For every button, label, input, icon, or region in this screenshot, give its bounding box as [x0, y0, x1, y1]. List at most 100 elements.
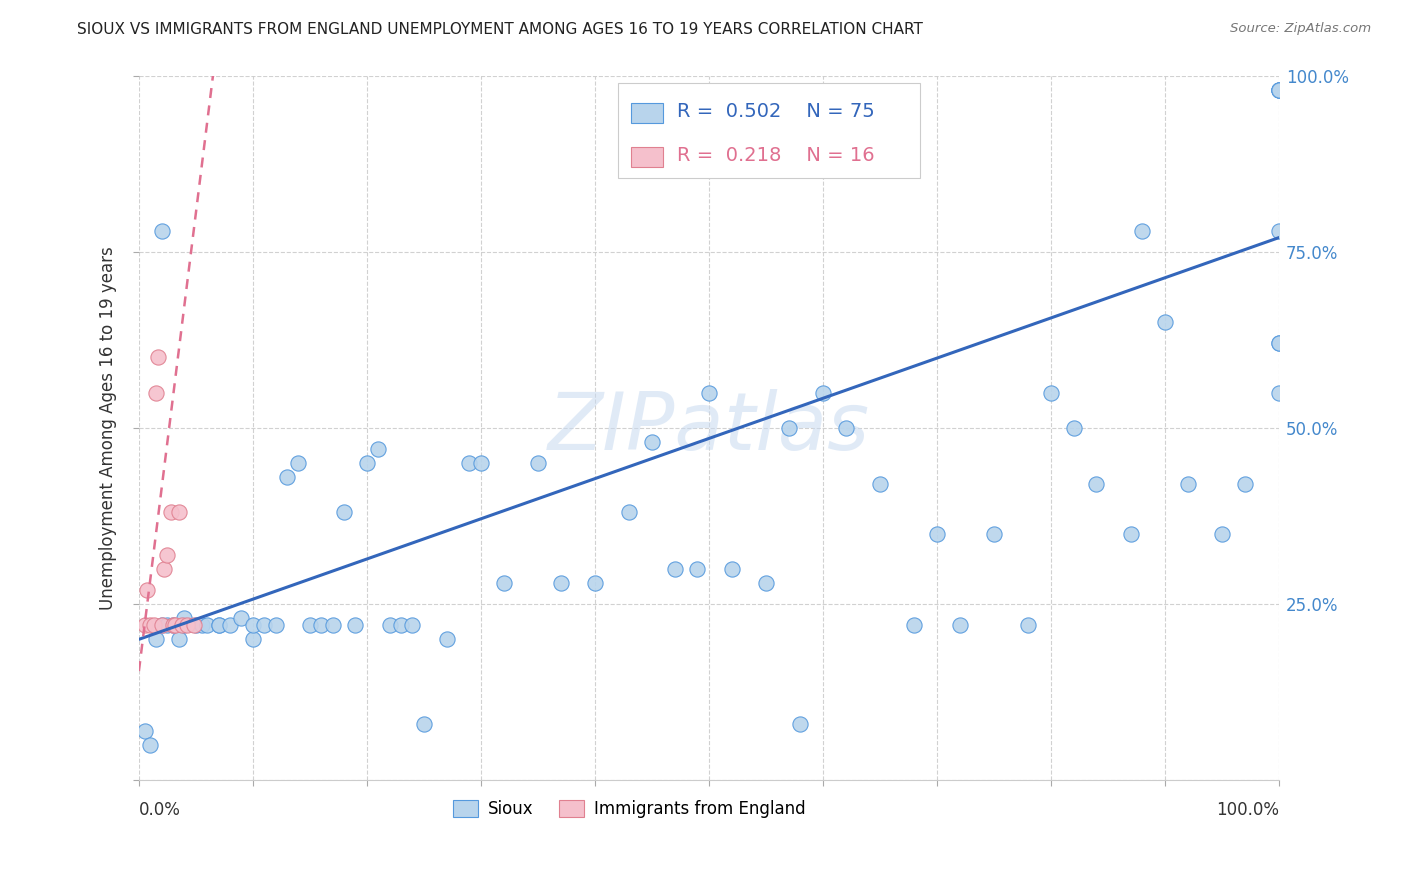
Point: [1268, 336, 1291, 351]
Legend: Sioux, Immigrants from England: Sioux, Immigrants from England: [446, 793, 811, 825]
Point: [162, 618, 184, 632]
Point: [162, 618, 184, 632]
Point: [159, 506, 181, 520]
Point: [298, 618, 321, 632]
Text: ZIPatlas: ZIPatlas: [548, 389, 870, 467]
Point: [183, 618, 205, 632]
Point: [1268, 385, 1291, 400]
Point: [1039, 385, 1062, 400]
Point: [195, 618, 218, 632]
Point: [156, 618, 179, 632]
Point: [949, 618, 972, 632]
Point: [811, 385, 834, 400]
Point: [527, 456, 550, 470]
Point: [778, 421, 800, 435]
Point: [156, 548, 179, 562]
Point: [287, 456, 309, 470]
Point: [1085, 477, 1108, 491]
Point: [333, 506, 356, 520]
Point: [231, 611, 253, 625]
Point: [172, 618, 194, 632]
Point: [686, 562, 709, 576]
Point: [550, 576, 572, 591]
Point: [165, 618, 187, 632]
Point: [134, 618, 156, 632]
Point: [150, 618, 173, 632]
Point: [1268, 82, 1291, 96]
Point: [208, 618, 231, 632]
Point: [150, 223, 173, 237]
Point: [190, 618, 212, 632]
Point: [1268, 82, 1291, 96]
Point: [344, 618, 367, 632]
Point: [789, 717, 811, 731]
Point: [492, 576, 515, 591]
Point: [208, 618, 231, 632]
Point: [697, 385, 720, 400]
Point: [1063, 421, 1085, 435]
Point: [641, 435, 664, 450]
Point: [139, 618, 162, 632]
Point: [903, 618, 925, 632]
Point: [139, 738, 162, 752]
Text: 100.0%: 100.0%: [1216, 801, 1279, 820]
Point: [176, 618, 198, 632]
Point: [1268, 82, 1291, 96]
Point: [1268, 82, 1291, 96]
Point: [173, 611, 195, 625]
Text: Source: ZipAtlas.com: Source: ZipAtlas.com: [1230, 22, 1371, 36]
Y-axis label: Unemployment Among Ages 16 to 19 years: Unemployment Among Ages 16 to 19 years: [100, 246, 117, 610]
Point: [1017, 618, 1039, 632]
Point: [925, 526, 948, 541]
Point: [167, 632, 190, 647]
Point: [135, 582, 157, 597]
Point: [470, 456, 492, 470]
Point: [242, 632, 264, 647]
Point: [242, 618, 264, 632]
Point: [583, 576, 606, 591]
Point: [148, 351, 170, 365]
Point: [219, 618, 242, 632]
Point: [401, 618, 423, 632]
Point: [153, 562, 176, 576]
Point: [1154, 315, 1177, 329]
Point: [167, 506, 190, 520]
Point: [755, 576, 778, 591]
Point: [322, 618, 344, 632]
Point: [184, 618, 207, 632]
Text: 0.0%: 0.0%: [139, 801, 181, 820]
Point: [1130, 223, 1153, 237]
Point: [1177, 477, 1199, 491]
Point: [142, 618, 165, 632]
Bar: [631, 147, 664, 167]
Point: [834, 421, 856, 435]
Point: [311, 618, 333, 632]
Bar: [631, 103, 664, 123]
Point: [367, 442, 389, 456]
Point: [1211, 526, 1233, 541]
Point: [664, 562, 686, 576]
Point: [253, 618, 276, 632]
Point: [436, 632, 458, 647]
Point: [145, 632, 167, 647]
Point: [617, 506, 640, 520]
FancyBboxPatch shape: [617, 83, 920, 178]
Point: [134, 723, 156, 738]
Point: [869, 477, 891, 491]
Point: [276, 470, 298, 484]
Point: [1233, 477, 1256, 491]
Point: [1268, 223, 1291, 237]
Text: SIOUX VS IMMIGRANTS FROM ENGLAND UNEMPLOYMENT AMONG AGES 16 TO 19 YEARS CORRELAT: SIOUX VS IMMIGRANTS FROM ENGLAND UNEMPLO…: [77, 22, 924, 37]
Point: [389, 618, 412, 632]
Point: [145, 385, 167, 400]
Point: [1119, 526, 1142, 541]
Point: [378, 618, 401, 632]
Point: [458, 456, 481, 470]
Point: [173, 618, 195, 632]
Point: [412, 717, 434, 731]
Point: [356, 456, 378, 470]
Text: R =  0.502    N = 75: R = 0.502 N = 75: [676, 102, 875, 121]
Point: [150, 618, 173, 632]
Point: [1268, 336, 1291, 351]
Point: [720, 562, 742, 576]
